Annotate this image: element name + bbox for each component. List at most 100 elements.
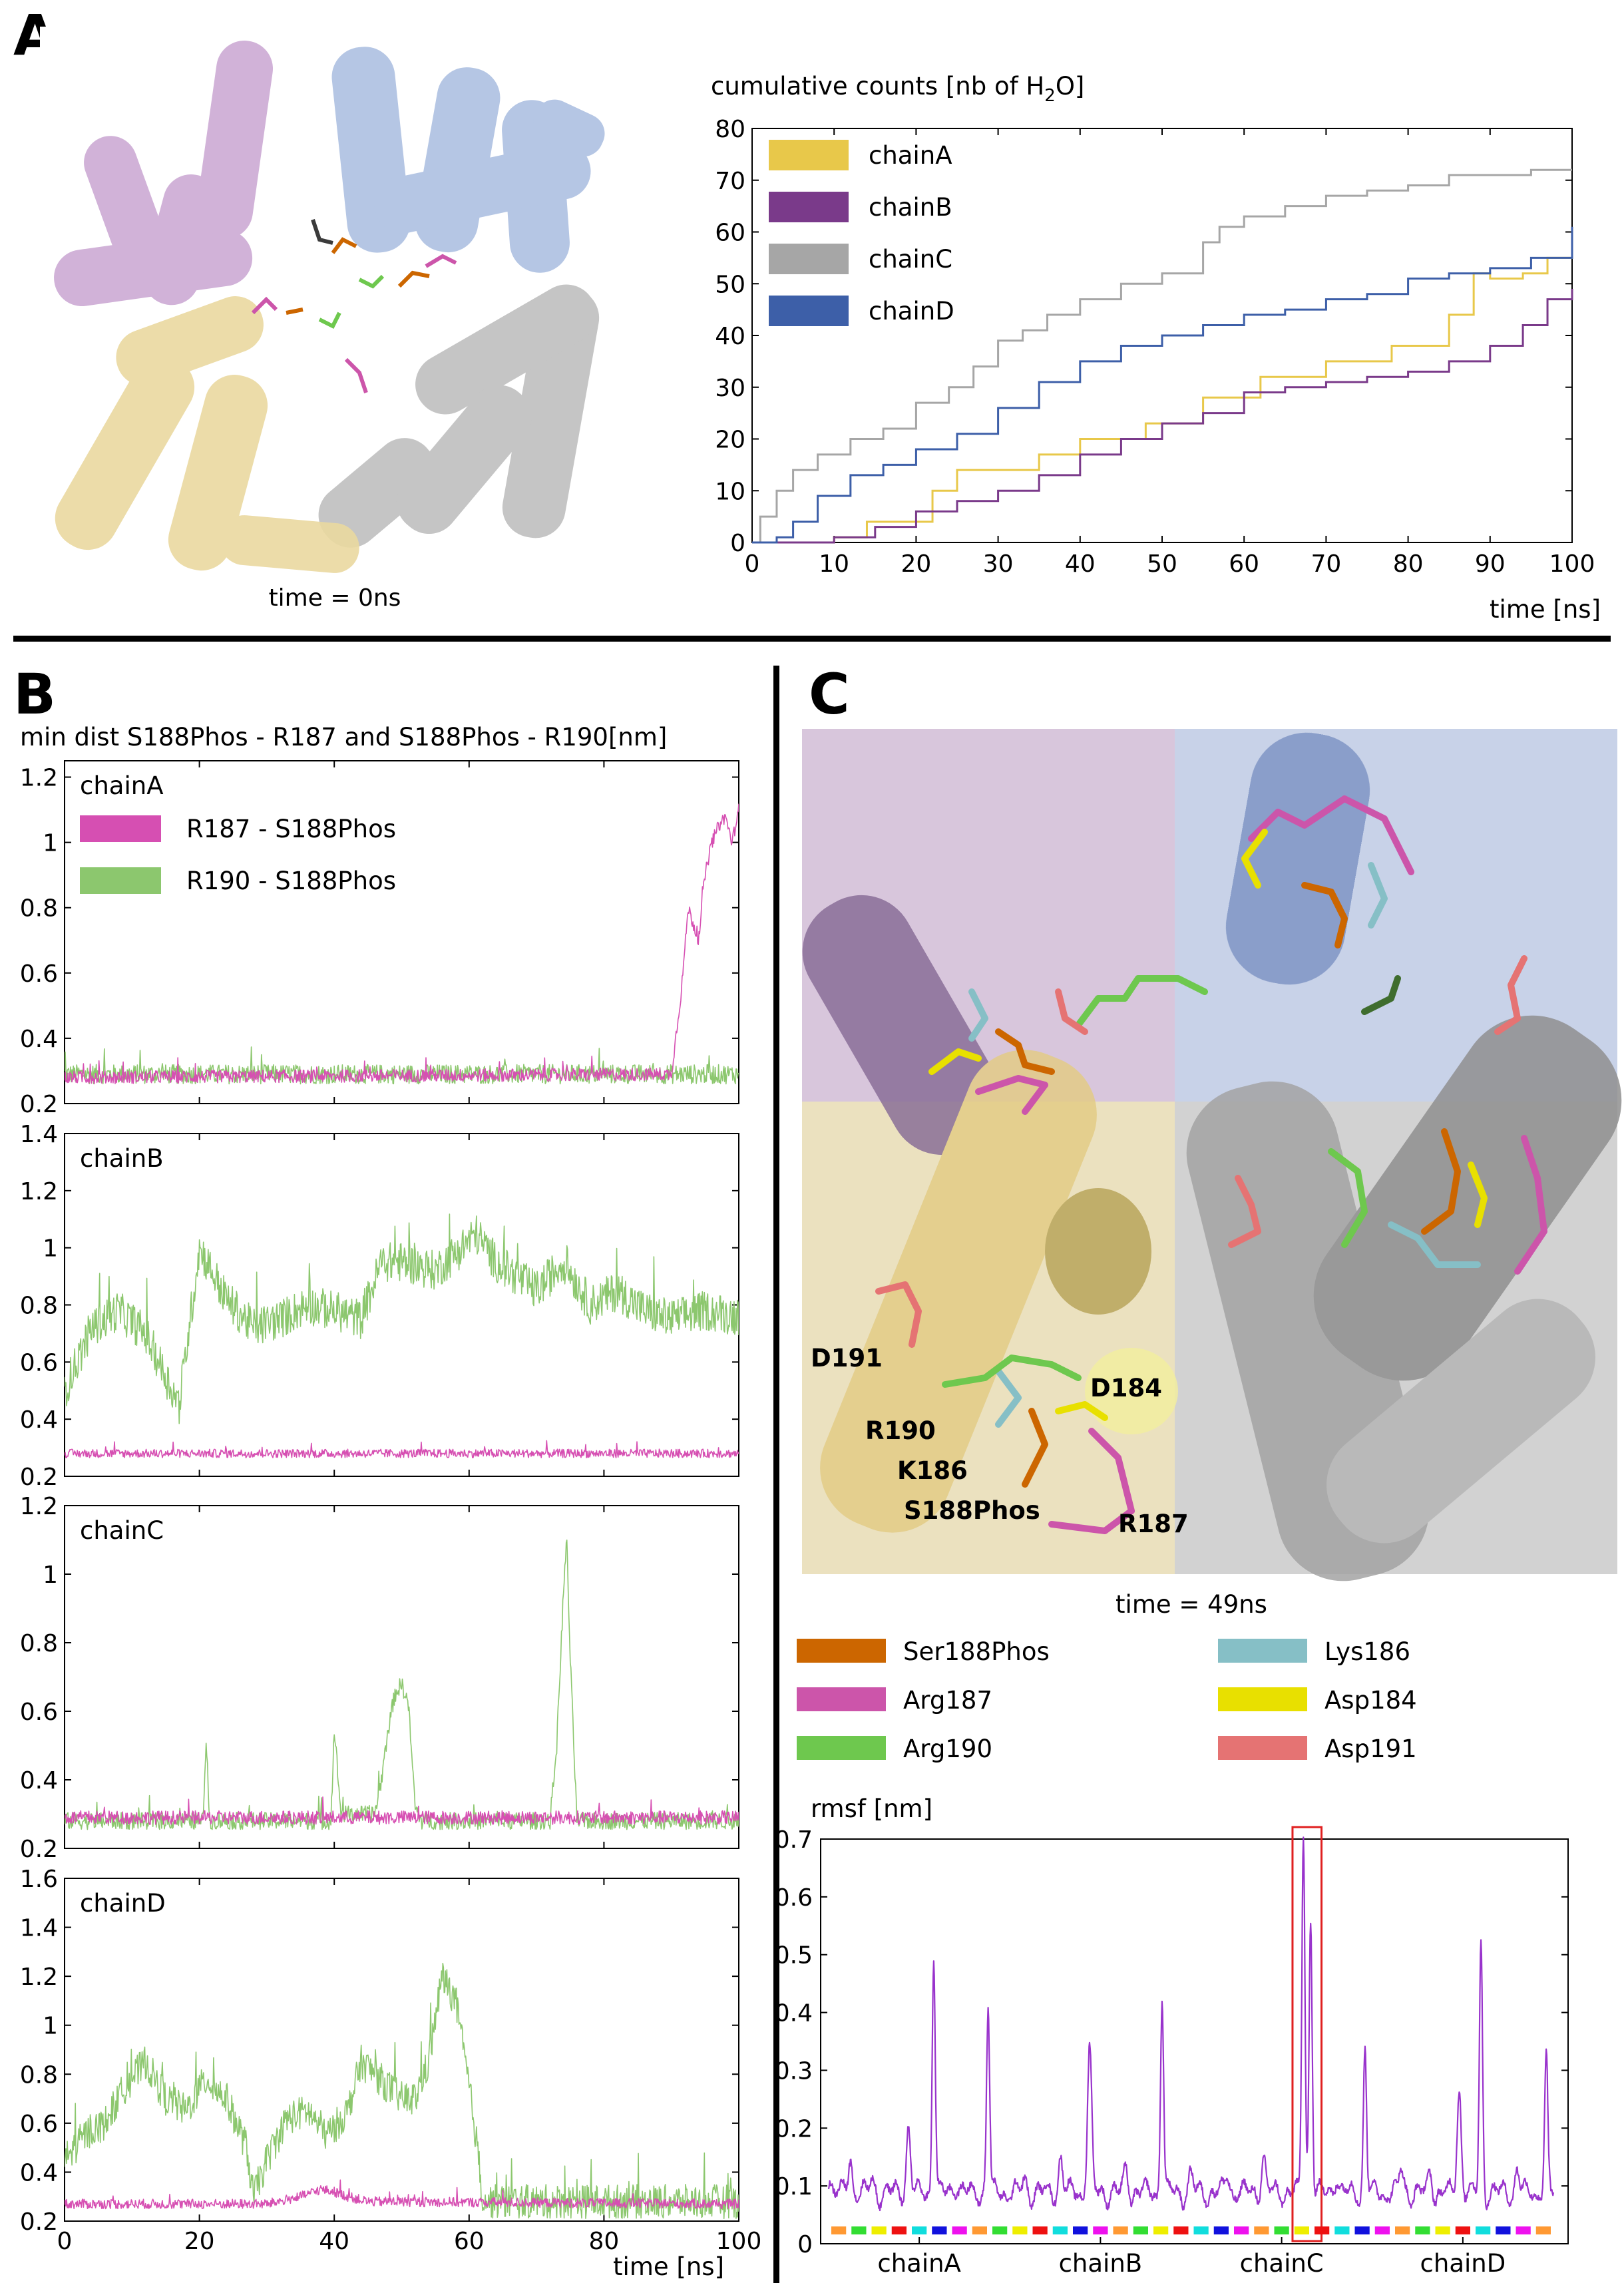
legend-label: R187 - S188Phos (186, 815, 396, 843)
trace-R187-S188Phos (65, 803, 739, 1085)
residue-sticks (875, 795, 1547, 1534)
ytick-label: 0.2 (20, 1091, 58, 1118)
cumulative-counts-chart: cumulative counts [nb of H2O] 0 10 20 30 40 5… (711, 72, 1601, 624)
sequence-segment (1374, 2226, 1390, 2234)
label-s188phos: S188Phos (904, 1496, 1040, 1525)
chart-a-ytick-label: 30 (715, 375, 745, 402)
sequence-segment (1476, 2226, 1491, 2234)
chart-a-xtick-label: 90 (1475, 550, 1506, 578)
xtick-label: 40 (319, 2228, 349, 2255)
chart-a-ytick-label: 0 (730, 530, 745, 557)
chain-c-helices (318, 284, 600, 548)
ytick-label: 0.1 (775, 2173, 813, 2200)
sequence-segment (972, 2226, 987, 2234)
horizontal-separator (13, 636, 1611, 642)
chart-a-ytick-label: 50 (715, 271, 745, 298)
legend-swatch-Lys186 (1218, 1639, 1307, 1663)
ytick-label: 0.8 (20, 1293, 58, 1320)
series-line-chainB (752, 289, 1573, 544)
sequence-segment (1173, 2226, 1189, 2234)
xtick-label: 20 (184, 2228, 215, 2255)
active-site-sticks (251, 219, 457, 393)
sequence-segment (1274, 2226, 1289, 2234)
chart-a-xtick-label: 40 (1065, 550, 1096, 578)
chart-a-ytick-label: 80 (715, 116, 745, 143)
chain-b-helices (331, 47, 605, 273)
chart-c-title: rmsf [nm] (811, 1794, 932, 1823)
sequence-segment (1254, 2226, 1269, 2234)
chart-a-xtick-label: 80 (1393, 550, 1424, 578)
legend-label-chainC: chainC (869, 245, 952, 274)
label-k186: K186 (897, 1456, 968, 1485)
trace-R190-S188Phos (65, 1962, 739, 2219)
sequence-segment (1294, 2226, 1309, 2234)
series-line-chainC (752, 168, 1572, 544)
chart-a-ytick-label: 10 (715, 478, 745, 505)
ytick-label: 1 (43, 1235, 58, 1263)
chart-a-xtick-label: 50 (1147, 550, 1177, 578)
ytick-label: 1.4 (20, 1915, 58, 1942)
subplot-chainC: 0.2 0.4 0.6 0.8 1 1.2 chainC (20, 1493, 739, 1863)
xtick-label: 100 (716, 2228, 762, 2255)
residue-legend: Ser188Phos Lys186 Arg187 Asp184 Arg190 Asp191 (797, 1637, 1417, 1763)
legend-swatch-Asp191 (1218, 1736, 1307, 1760)
subplot-axes (64, 1505, 739, 1849)
legend-swatch-Arg190 (797, 1736, 886, 1760)
sequence-segment (952, 2226, 967, 2234)
ytick-label: 0.2 (775, 2115, 813, 2143)
series-line-chainA (752, 247, 1573, 544)
subplot-chainB: 0.2 0.4 0.6 0.8 1 1.2 1.4 chainB (20, 1121, 739, 1491)
sequence-segment (1415, 2226, 1430, 2234)
ytick-label: 0.2 (20, 1836, 58, 1863)
chart-a-ytick-label: 70 (715, 168, 745, 195)
legend-label: R190 - S188Phos (186, 867, 396, 895)
xtick-label: 0 (57, 2228, 73, 2255)
sequence-segment (1052, 2226, 1068, 2234)
ytick-label: 0.6 (20, 1349, 58, 1376)
xtick-label-chainD: chainD (1420, 2249, 1506, 2278)
sequence-segment (1516, 2226, 1531, 2234)
ytick-label: 0.4 (20, 1767, 58, 1794)
trace-R190-S188Phos (65, 1213, 739, 1424)
legend-swatch-chainC (769, 244, 849, 274)
series-line-chainD (752, 226, 1573, 544)
chart-a-xtick-label: 20 (901, 550, 931, 578)
legend-label-Ser188Phos: Ser188Phos (903, 1637, 1050, 1666)
panel-label-c: C (809, 662, 850, 727)
legend-swatch (80, 815, 161, 842)
sequence-segment (1032, 2226, 1048, 2234)
sequence-segment (1012, 2226, 1028, 2234)
trace-R187-S188Phos (65, 2179, 739, 2210)
sequence-segment (932, 2226, 947, 2234)
legend-label-Lys186: Lys186 (1324, 1637, 1410, 1666)
residue-labels: D191 D184 R190 K186 S188Phos R187 (811, 1344, 1189, 1538)
sequence-segment (851, 2226, 867, 2234)
min-dist-charts: 0.2 0.4 0.6 0.8 1 1.2 chainA R187 - S188Phos R19… (20, 760, 762, 2255)
subplot-axes (64, 760, 739, 1104)
sequence-segment (1234, 2226, 1249, 2234)
sequence-segment (831, 2226, 847, 2234)
subplot-label: chainC (80, 1516, 164, 1545)
sequence-segment (1133, 2226, 1148, 2234)
ytick-label: 1.4 (20, 1121, 58, 1148)
xtick-label-chainC: chainC (1240, 2249, 1324, 2278)
subplot-label: chainA (80, 771, 164, 800)
highlight-box (1291, 1826, 1323, 2242)
label-d191: D191 (811, 1344, 883, 1372)
active-site-image-c: D191 D184 R190 K186 S188Phos R187 (802, 729, 1622, 1581)
xtick-label-chainA: chainA (877, 2249, 961, 2278)
legend-label-chainB: chainB (869, 193, 952, 222)
rmsf-axes (820, 1838, 1569, 2244)
sequence-segment (1193, 2226, 1209, 2234)
rmsf-chart: 0 0.1 0.2 0.3 0.4 0.5 0.6 0.7 chainA chainB chainC… (775, 1826, 1569, 2278)
ytick-label: 1 (43, 1562, 58, 1589)
ytick-label: 0.3 (775, 2057, 813, 2085)
sequence-segment (1395, 2226, 1410, 2234)
legend-swatch-chainA (769, 140, 849, 170)
caption-time-49ns: time = 49ns (1116, 1590, 1267, 1619)
chart-a-xtick-label: 60 (1229, 550, 1259, 578)
sequence-segment (1535, 2226, 1551, 2234)
legend-label-chainA: chainA (869, 141, 952, 170)
sequence-segment (1213, 2226, 1229, 2234)
ytick-label: 0.8 (20, 1630, 58, 1657)
